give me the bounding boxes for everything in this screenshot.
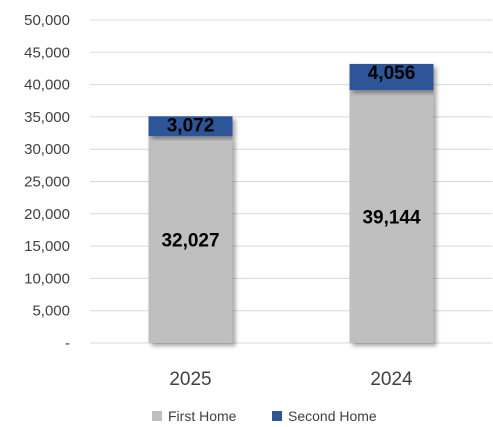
y-tick-label: 15,000 bbox=[24, 238, 70, 255]
y-tick-label: 35,000 bbox=[24, 109, 70, 126]
x-axis-ticks: 2025 2024 bbox=[169, 369, 413, 390]
y-tick-label: 5,000 bbox=[32, 303, 70, 320]
y-tick-label: 50,000 bbox=[24, 12, 70, 29]
data-labels: 32,027 3,072 39,144 4,056 bbox=[161, 63, 421, 252]
bar-first-home-2024 bbox=[349, 90, 434, 343]
bar-second-home-2025 bbox=[148, 116, 233, 137]
x-tick-label: 2024 bbox=[370, 369, 413, 390]
data-label-first-home-2025: 32,027 bbox=[161, 231, 219, 252]
data-label-first-home-2024: 39,144 bbox=[362, 208, 421, 229]
y-tick-label: 30,000 bbox=[24, 141, 70, 158]
y-tick-label: 25,000 bbox=[24, 174, 70, 191]
data-label-second-home-2025: 3,072 bbox=[167, 115, 215, 136]
y-tick-label: 10,000 bbox=[24, 270, 70, 287]
y-tick-label: 45,000 bbox=[24, 44, 70, 61]
y-tick-label: - bbox=[65, 335, 70, 352]
legend-swatch-second-home bbox=[272, 411, 282, 421]
legend-label-second-home: Second Home bbox=[288, 408, 377, 424]
legend-label-first-home: First Home bbox=[168, 408, 237, 424]
data-label-second-home-2024: 4,056 bbox=[368, 63, 416, 84]
y-axis-ticks: - 5,000 10,000 15,000 20,000 25,000 30,000 35,0… bbox=[24, 12, 70, 352]
bar-first-home-2025 bbox=[148, 136, 233, 343]
legend-swatch-first-home bbox=[152, 411, 162, 421]
bars bbox=[148, 63, 434, 343]
x-tick-label: 2025 bbox=[169, 369, 211, 390]
legend: First Home Second Home bbox=[152, 408, 377, 424]
bar-second-home-2024 bbox=[349, 63, 434, 91]
y-tick-label: 40,000 bbox=[24, 77, 70, 94]
y-tick-label: 20,000 bbox=[24, 206, 70, 223]
